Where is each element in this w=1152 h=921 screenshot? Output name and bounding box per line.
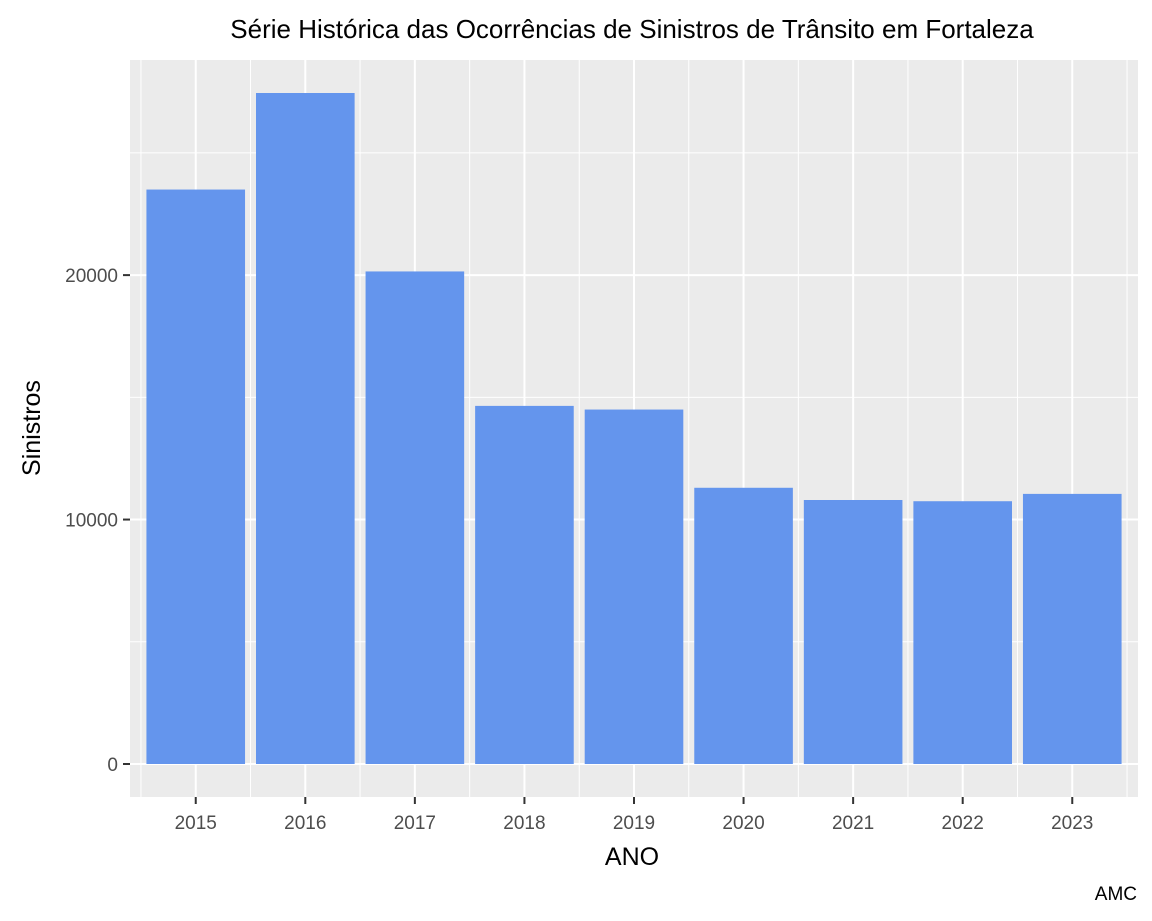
x-tick-label: 2017 [394, 813, 436, 834]
caption: AMC [1095, 884, 1137, 905]
y-tick-label: 20000 [65, 266, 118, 287]
x-tick-label: 2018 [503, 813, 545, 834]
y-axis-label: Sinistros [18, 380, 46, 476]
bar-2016 [256, 93, 355, 764]
x-axis: 2015 2016 2017 2018 2019 2020 2021 2022 2023 [175, 797, 1093, 834]
y-tick-label: 10000 [65, 511, 118, 532]
x-tick-label: 2020 [722, 813, 764, 834]
bar-2020 [694, 487, 793, 764]
bar-2017 [365, 271, 465, 764]
bar-2019 [584, 409, 684, 764]
bar-2018 [475, 405, 574, 764]
x-tick-label: 2023 [1051, 813, 1093, 834]
y-axis: 0 10000 20000 [65, 266, 130, 776]
x-axis-label: ANO [605, 843, 659, 871]
chart-title: Série Histórica das Ocorrências de Sinis… [230, 14, 1034, 44]
x-tick-label: 2021 [832, 813, 874, 834]
bars-group [146, 93, 1122, 765]
x-tick-label: 2019 [613, 813, 655, 834]
bar-2015 [146, 189, 246, 765]
x-tick-label: 2015 [175, 813, 217, 834]
x-tick-label: 2022 [942, 813, 984, 834]
y-tick-label: 0 [107, 755, 118, 776]
bar-2021 [803, 500, 903, 764]
bar-2023 [1022, 493, 1122, 764]
bar-2022 [913, 501, 1012, 764]
x-tick-label: 2016 [284, 813, 326, 834]
